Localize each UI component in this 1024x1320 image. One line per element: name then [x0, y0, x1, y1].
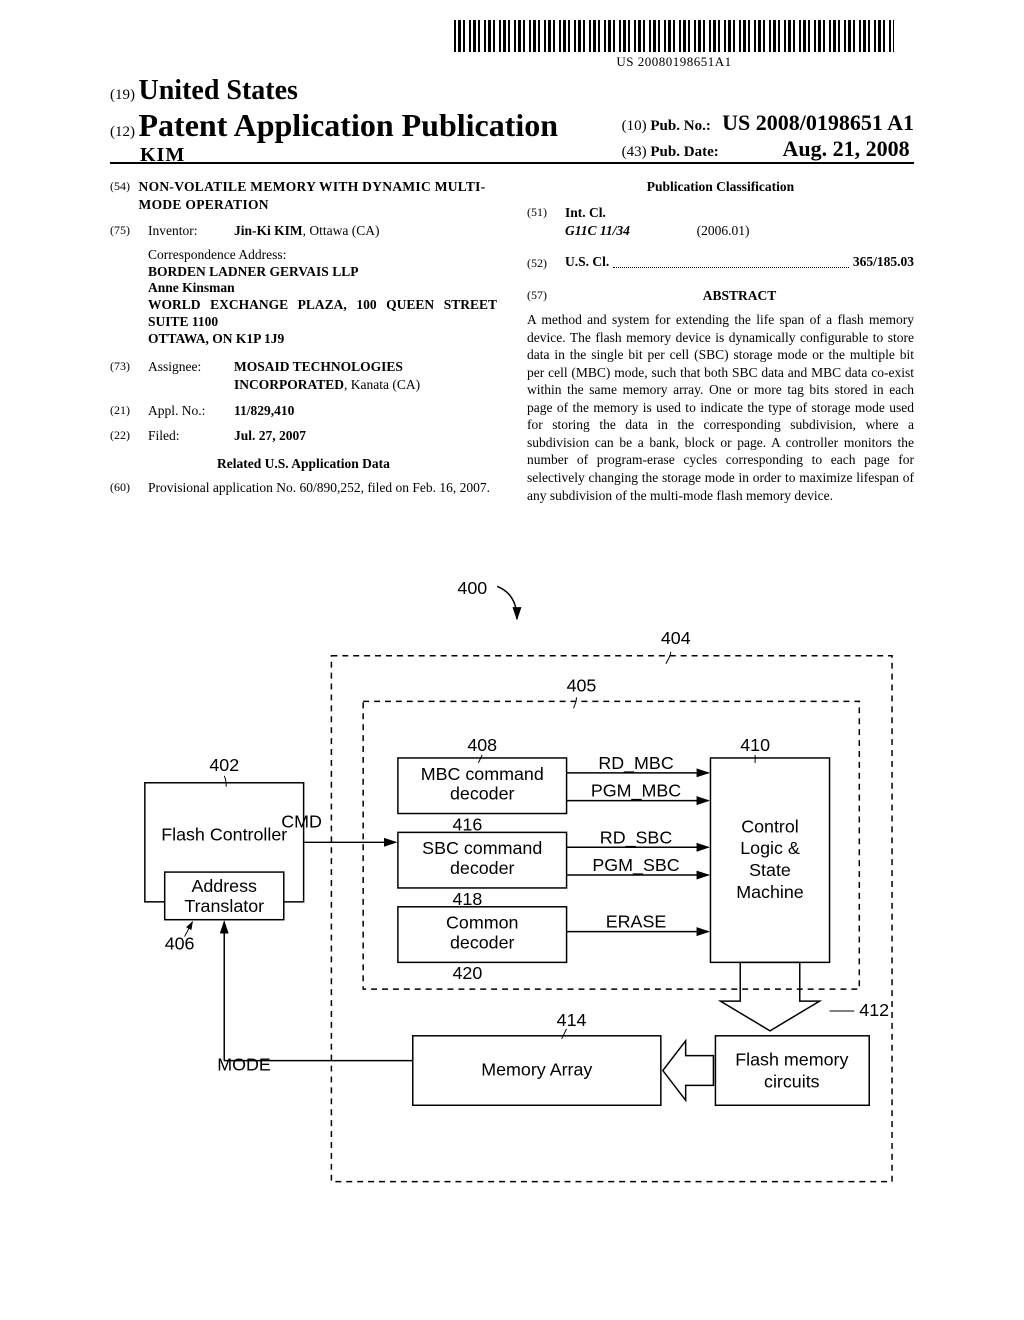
field-22-num: (22) [110, 427, 148, 445]
svg-text:ERASE: ERASE [606, 912, 667, 932]
header-right: (10) Pub. No.: US 2008/0198651 A1 (43) P… [622, 110, 914, 162]
intcl-year: (2006.01) [697, 223, 750, 238]
field-60-num: (60) [110, 479, 148, 497]
inventor-label: Inventor: [148, 222, 234, 240]
uscl-value: 365/185.03 [853, 253, 914, 271]
correspondence-label: Correspondence Address: [148, 247, 497, 264]
field-21-num: (21) [110, 402, 148, 420]
inventor-name: Jin-Ki KIM [234, 223, 303, 238]
svg-text:circuits: circuits [764, 1071, 820, 1091]
barcode-region: US 20080198651A1 [454, 20, 894, 70]
assignee-loc: , Kanata (CA) [344, 377, 420, 392]
mode-label: MODE [217, 1055, 271, 1075]
corr-line1: BORDEN LADNER GERVAIS LLP [148, 264, 497, 281]
ref-404: 404 [661, 628, 691, 648]
left-column: (54) NON-VOLATILE MEMORY WITH DYNAMIC MU… [110, 178, 497, 504]
ref-414: 414 [557, 1010, 587, 1030]
svg-text:decoder: decoder [450, 784, 515, 804]
assignee-name2: INCORPORATED [234, 377, 344, 392]
svg-text:Flash memory: Flash memory [735, 1050, 848, 1070]
field-51-num: (51) [527, 204, 565, 240]
field-75-num: (75) [110, 222, 148, 240]
assignee-name1: MOSAID TECHNOLOGIES [234, 358, 420, 376]
svg-text:MBC command: MBC command [421, 764, 544, 784]
pubdate-label: Pub. Date: [650, 144, 718, 160]
assignee-label: Assignee: [148, 358, 234, 394]
svg-text:Common: Common [446, 913, 518, 933]
corr-line3: WORLD EXCHANGE PLAZA, 100 QUEEN STREET S… [148, 297, 497, 331]
pubclass-title: Publication Classification [527, 178, 914, 196]
applno-label: Appl. No.: [148, 402, 234, 420]
filed-label: Filed: [148, 427, 234, 445]
header-divider [110, 162, 914, 164]
barcode-text: US 20080198651A1 [454, 54, 894, 70]
ref-420: 420 [452, 963, 482, 983]
country: United States [139, 75, 298, 106]
ref-406: 406 [165, 933, 195, 953]
svg-text:Memory Array: Memory Array [481, 1060, 592, 1080]
ref-412: 412 [859, 1000, 889, 1020]
intcl-code: G11C 11/34 [565, 223, 630, 238]
ref-400: 400 [457, 578, 487, 598]
biblio-columns: (54) NON-VOLATILE MEMORY WITH DYNAMIC MU… [110, 178, 914, 504]
pubdate-value: Aug. 21, 2008 [782, 136, 909, 161]
pubno-value: US 2008/0198651 A1 [722, 110, 914, 135]
ref-418: 418 [452, 889, 482, 909]
addr-trans-l1: Address [191, 876, 257, 896]
ref-416: 416 [452, 814, 482, 834]
svg-text:decoder: decoder [450, 932, 515, 952]
pubno-label: Pub. No.: [650, 118, 710, 134]
invention-title: NON-VOLATILE MEMORY WITH DYNAMIC MULTI-M… [139, 178, 497, 214]
svg-text:State: State [749, 860, 791, 880]
publication-line: Patent Application Publication [139, 107, 559, 143]
addr-trans-l2: Translator [184, 896, 264, 916]
field-54-num: (54) [110, 178, 139, 214]
field-12-num: (12) [110, 124, 135, 140]
barcode [454, 20, 894, 52]
ref-410: 410 [740, 735, 770, 755]
field-10-num: (10) [622, 118, 647, 134]
flash-controller-label: Flash Controller [161, 824, 287, 844]
svg-text:RD_SBC: RD_SBC [600, 827, 673, 848]
abstract-label: ABSTRACT [565, 287, 914, 305]
provisional-text: Provisional application No. 60/890,252, … [148, 479, 490, 497]
svg-text:PGM_MBC: PGM_MBC [591, 781, 681, 802]
applno-value: 11/829,410 [234, 402, 294, 420]
svg-text:SBC command: SBC command [422, 838, 542, 858]
svg-text:decoder: decoder [450, 858, 515, 878]
inventor-loc: , Ottawa (CA) [303, 223, 380, 238]
corr-line4: OTTAWA, ON K1P 1J9 [148, 331, 497, 348]
field-19-num: (19) [110, 87, 135, 103]
svg-text:PGM_SBC: PGM_SBC [592, 855, 679, 876]
svg-text:Logic &: Logic & [740, 838, 800, 858]
abstract-text: A method and system for extending the li… [527, 311, 914, 504]
corr-line2: Anne Kinsman [148, 280, 497, 297]
filed-value: Jul. 27, 2007 [234, 427, 306, 445]
dotted-leader [613, 257, 849, 268]
svg-text:Control: Control [741, 816, 799, 836]
ref-408: 408 [467, 735, 497, 755]
cmd-label: CMD [281, 811, 322, 831]
field-73-num: (73) [110, 358, 148, 394]
figure-diagram: 400 404 405 Flash Controller 402 Address… [125, 572, 899, 1192]
field-52-num: (52) [527, 255, 565, 271]
uscl-label: U.S. Cl. [565, 253, 609, 271]
ref-402: 402 [209, 755, 239, 775]
intcl-label: Int. Cl. [565, 204, 750, 222]
svg-text:RD_MBC: RD_MBC [598, 753, 674, 774]
ref-405: 405 [567, 675, 597, 695]
related-data-title: Related U.S. Application Data [110, 455, 497, 473]
svg-text:Machine: Machine [736, 882, 804, 902]
right-column: Publication Classification (51) Int. Cl.… [527, 178, 914, 504]
field-57-num: (57) [527, 287, 565, 305]
field-43-num: (43) [622, 144, 647, 160]
